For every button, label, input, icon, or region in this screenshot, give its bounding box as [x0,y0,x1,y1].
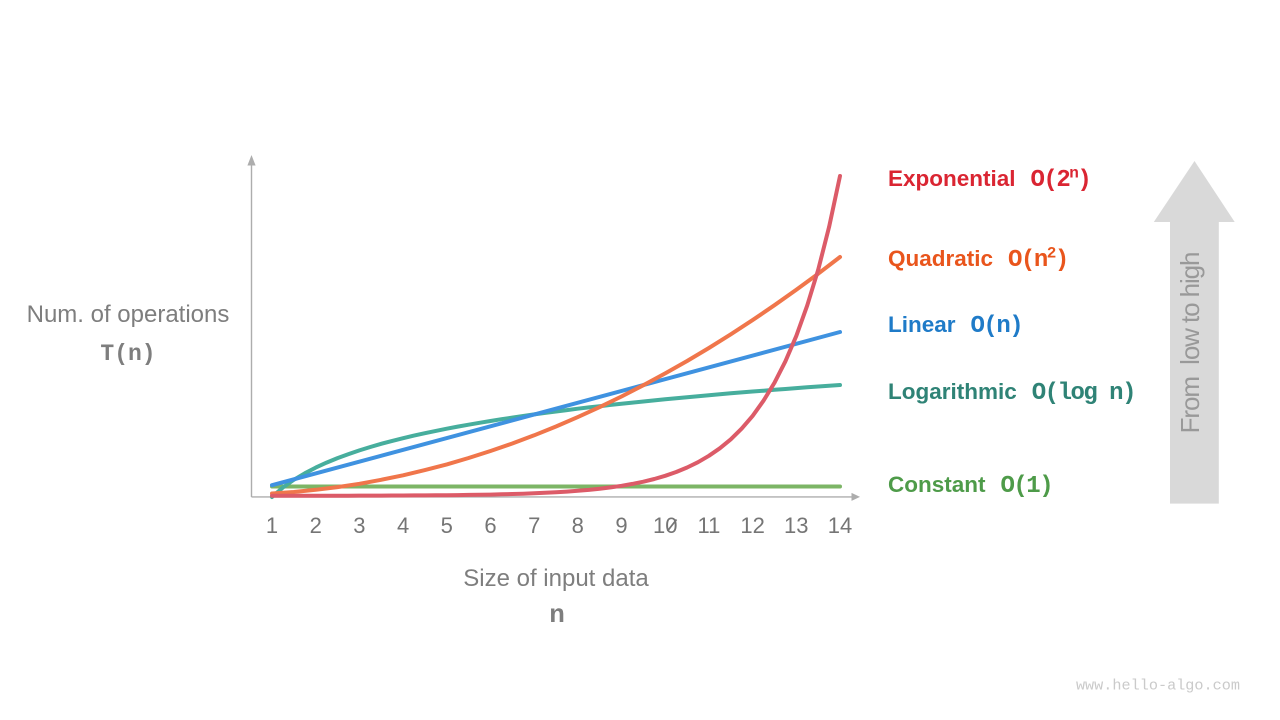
svg-text:www.hello-algo.com: www.hello-algo.com [1076,677,1240,695]
svg-text:1: 1 [266,513,278,538]
svg-text:n: n [549,600,565,630]
svg-text:14: 14 [828,513,852,538]
svg-text:8: 8 [572,513,584,538]
svg-text:T(n): T(n) [100,341,155,367]
svg-text:From low to high: From low to high [1175,253,1205,434]
svg-text:3: 3 [353,513,365,538]
svg-text:11: 11 [697,513,720,538]
svg-text:9: 9 [615,513,627,538]
svg-text:7: 7 [528,513,540,538]
svg-text:6: 6 [484,513,496,538]
svg-text:10: 10 [653,513,677,538]
svg-text:4: 4 [397,513,409,538]
svg-text:13: 13 [784,513,808,538]
svg-text:2: 2 [310,513,322,538]
svg-text:12: 12 [740,513,764,538]
svg-text:5: 5 [441,513,453,538]
svg-text:Num. of operations: Num. of operations [27,301,230,328]
svg-text:Size of input data: Size of input data [463,565,649,592]
